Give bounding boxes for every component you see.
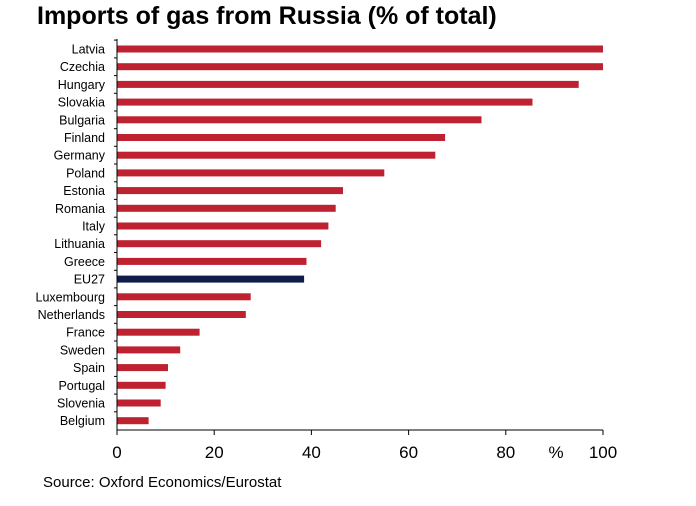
- bar-sweden: [117, 346, 181, 354]
- category-label-germany: Germany: [54, 149, 106, 163]
- category-label-greece: Greece: [64, 255, 105, 269]
- bar-slovenia: [117, 399, 161, 407]
- category-label-czechia: Czechia: [60, 60, 105, 74]
- category-label-eu27: EU27: [74, 273, 105, 287]
- source-note: Source: Oxford Economics/Eurostat: [43, 474, 282, 491]
- bar-spain: [117, 364, 168, 372]
- bar-eu27: [117, 275, 305, 283]
- bar-slovakia: [117, 98, 533, 106]
- bar-germany: [117, 151, 436, 159]
- x-unit-label: %: [548, 443, 563, 462]
- category-label-portugal: Portugal: [58, 379, 105, 393]
- x-tick-label-20: 20: [205, 443, 224, 462]
- category-label-estonia: Estonia: [63, 184, 105, 198]
- category-label-poland: Poland: [66, 166, 105, 180]
- bar-italy: [117, 222, 329, 230]
- category-label-hungary: Hungary: [58, 78, 106, 92]
- bar-czechia: [117, 63, 603, 71]
- category-label-slovenia: Slovenia: [57, 397, 105, 411]
- category-label-italy: Italy: [82, 220, 106, 234]
- bar-portugal: [117, 381, 166, 389]
- bars-group: [117, 45, 603, 425]
- category-label-latvia: Latvia: [72, 43, 105, 57]
- bar-belgium: [117, 417, 149, 425]
- category-label-france: France: [66, 326, 105, 340]
- x-tick-label-0: 0: [112, 443, 121, 462]
- x-tick-label-60: 60: [399, 443, 418, 462]
- category-label-lithuania: Lithuania: [54, 237, 105, 251]
- category-label-belgium: Belgium: [60, 414, 105, 428]
- x-axis: 0 20 40 60 80 100%: [112, 39, 617, 462]
- x-tick-label-80: 80: [496, 443, 515, 462]
- bar-bulgaria: [117, 116, 482, 124]
- bar-finland: [117, 134, 446, 141]
- bar-netherlands: [117, 311, 246, 318]
- category-label-netherlands: Netherlands: [38, 308, 105, 322]
- bar-lithuania: [117, 240, 322, 248]
- category-label-romania: Romania: [55, 202, 105, 216]
- chart-title: Imports of gas from Russia (% of total): [37, 2, 497, 30]
- category-label-finland: Finland: [64, 131, 105, 145]
- bar-latvia: [117, 45, 603, 53]
- category-label-sweden: Sweden: [60, 343, 105, 357]
- bar-estonia: [117, 187, 343, 195]
- bar-hungary: [117, 80, 579, 88]
- bar-romania: [117, 204, 336, 212]
- category-label-slovakia: Slovakia: [58, 96, 105, 110]
- category-label-luxembourg: Luxembourg: [36, 290, 106, 304]
- bar-greece: [117, 257, 307, 265]
- x-tick-label-100: 100: [589, 443, 617, 462]
- category-label-bulgaria: Bulgaria: [59, 113, 105, 127]
- bar-france: [117, 328, 200, 336]
- category-label-spain: Spain: [73, 361, 105, 375]
- bar-poland: [117, 169, 385, 177]
- bar-luxembourg: [117, 293, 251, 301]
- category-labels-group: Latvia Czechia Hungary Slovakia Bulgaria Finl…: [36, 43, 106, 429]
- x-tick-label-40: 40: [302, 443, 321, 462]
